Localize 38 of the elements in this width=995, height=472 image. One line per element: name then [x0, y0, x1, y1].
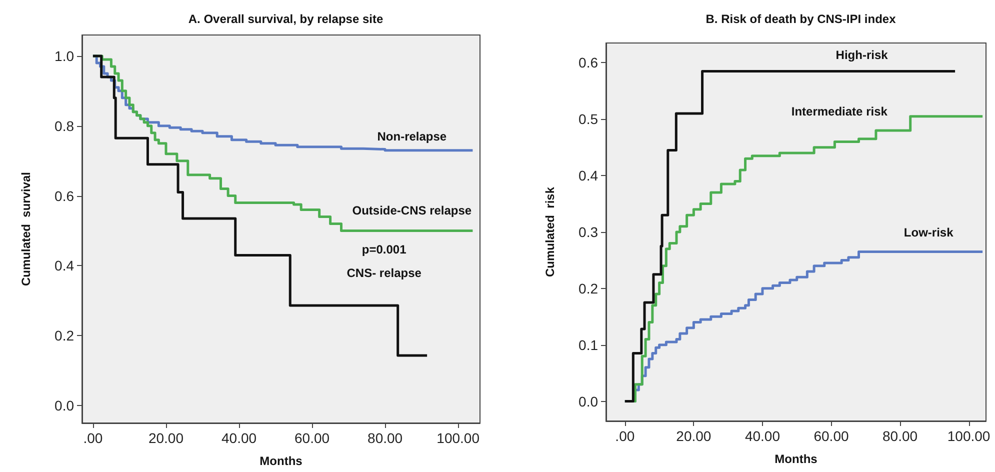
chart-title: A. Overall survival, by relapse site	[188, 12, 384, 26]
x-tick-label: 40.00	[744, 428, 780, 444]
y-tick-label: 0.5	[578, 111, 598, 128]
x-tick-label: 20.00	[676, 428, 711, 444]
series-label: Outside-CNS relapse	[352, 204, 472, 218]
x-tick-label: .00	[83, 430, 103, 446]
x-tick-label: 60.00	[813, 428, 848, 444]
y-tick-label: 0.1	[578, 336, 598, 353]
x-tick-label: 80.00	[882, 428, 918, 444]
y-tick-label: 0.4	[578, 168, 598, 184]
series-label: High-risk	[835, 48, 888, 62]
y-tick-label: 0.3	[578, 224, 598, 240]
x-tick-label: 100.00	[946, 428, 990, 444]
series-label: Low-risk	[903, 225, 954, 240]
x-tick-label: 80.00	[368, 430, 403, 446]
y-tick-label: 0.0	[578, 393, 598, 410]
chart-title: B. Risk of death by CNS-IPI index	[705, 12, 896, 26]
y-tick-label: 0.4	[54, 258, 74, 274]
x-tick-label: 60.00	[294, 430, 330, 446]
text: CNS- relapse	[346, 266, 422, 280]
x-tick-label: 100.00	[436, 430, 480, 446]
series-label: Non-relapse	[377, 130, 447, 144]
x-tick-label: 20.00	[148, 430, 184, 446]
y-tick-label: 0.2	[578, 280, 598, 296]
y-tick-label: 0.8	[54, 118, 74, 134]
y-axis-title: Cumulated survival	[19, 172, 33, 286]
x-tick-label: 40.00	[221, 430, 257, 446]
y-tick-label: 0.2	[54, 328, 74, 344]
x-axis-title: Months	[260, 454, 303, 468]
x-tick-label: .00	[614, 428, 634, 444]
y-tick-label: 0.0	[54, 398, 74, 414]
series-label: Intermediate risk	[790, 104, 888, 118]
annotation: p=0.001	[362, 242, 407, 257]
y-tick-label: 0.6	[54, 188, 74, 204]
y-axis-title: Cumulated risk	[542, 186, 556, 278]
y-tick-label: 0.6	[578, 54, 598, 71]
y-tick-label: 1.0	[54, 48, 74, 64]
x-axis-title: Months	[774, 452, 818, 466]
